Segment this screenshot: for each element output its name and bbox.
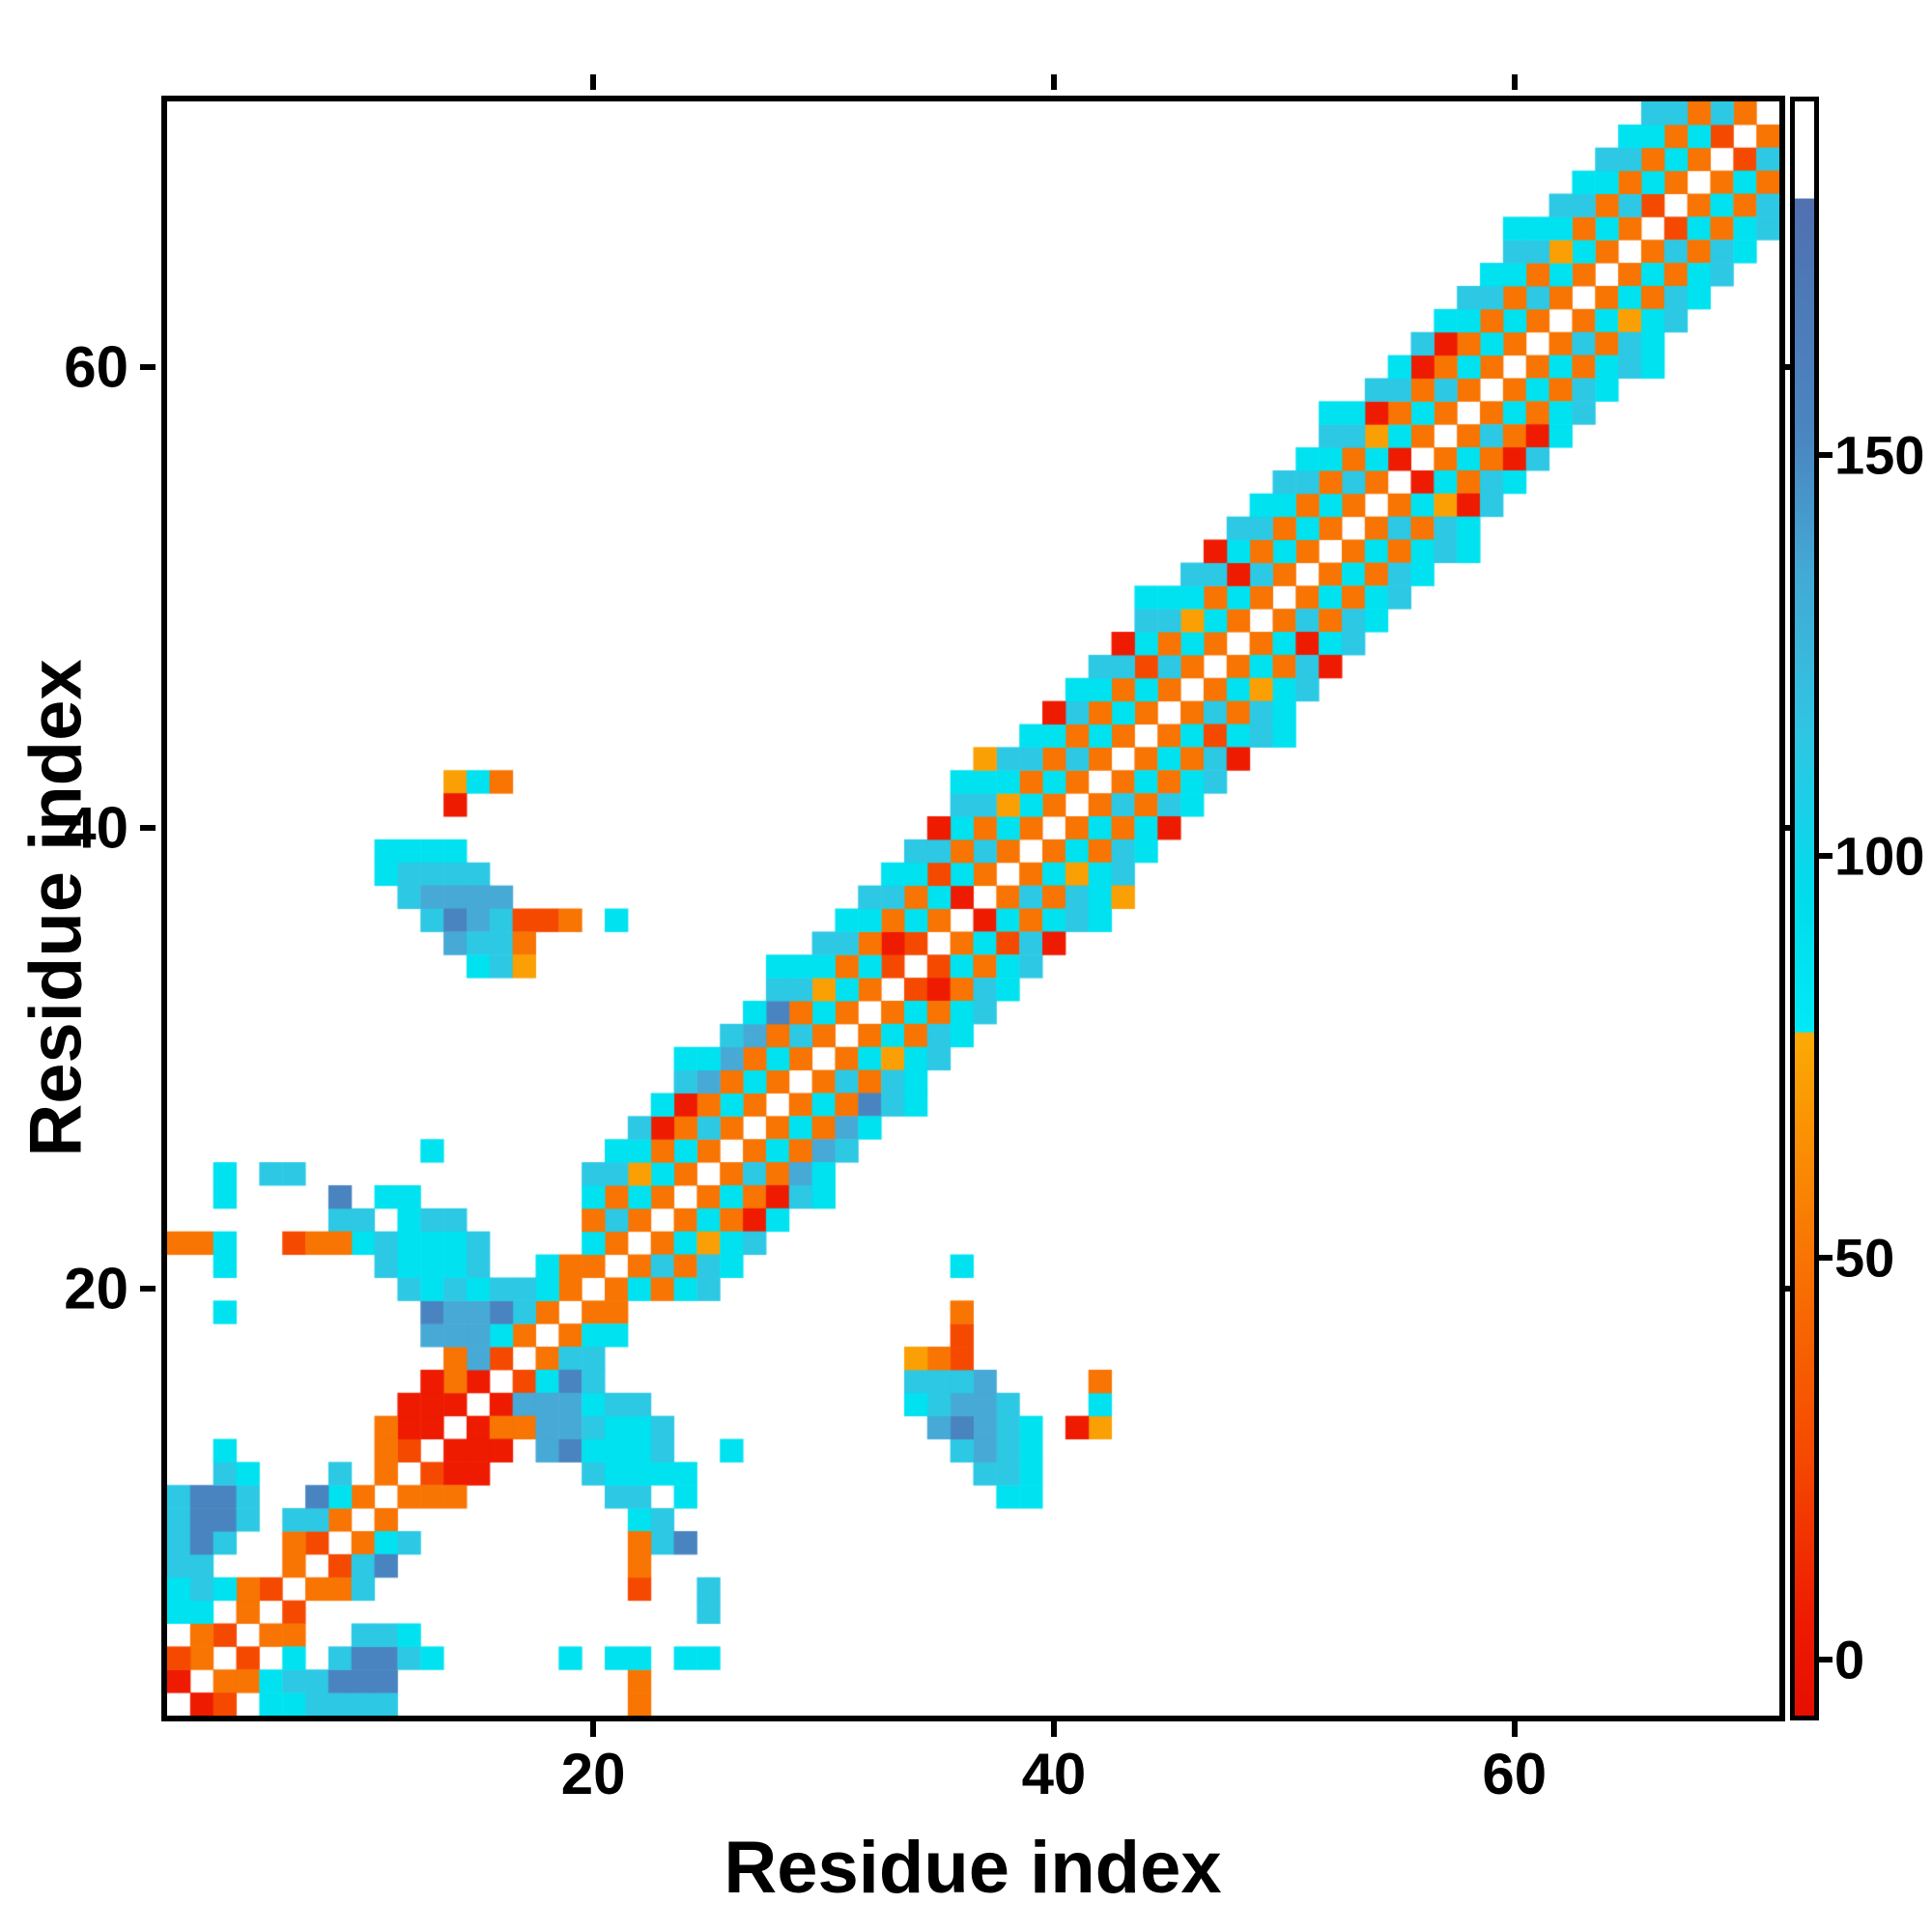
y-axis-title: Residue index bbox=[14, 659, 98, 1157]
y-tick bbox=[140, 363, 156, 370]
x-tick-top bbox=[1050, 74, 1057, 90]
heatmap-canvas bbox=[167, 101, 1779, 1716]
x-tick-top bbox=[1511, 74, 1518, 90]
colorbar-tick-label: 150 bbox=[1834, 424, 1925, 486]
y-tick-label: 40 bbox=[64, 795, 128, 861]
colorbar-tick-label: 50 bbox=[1834, 1227, 1895, 1289]
colorbar-tick bbox=[1819, 451, 1833, 458]
colorbar-tick-label: 100 bbox=[1834, 825, 1925, 887]
x-tick-label: 60 bbox=[1482, 1742, 1548, 1806]
x-tick bbox=[1050, 1721, 1057, 1737]
y-tick bbox=[140, 1286, 156, 1293]
x-tick-top bbox=[590, 74, 597, 90]
colorbar-tick bbox=[1819, 1255, 1833, 1262]
x-axis-title: Residue index bbox=[724, 1827, 1222, 1909]
x-tick bbox=[1511, 1721, 1518, 1737]
colorbar-tick-label: 0 bbox=[1834, 1629, 1865, 1690]
plot-area bbox=[161, 96, 1785, 1721]
colorbar-tick bbox=[1819, 853, 1833, 860]
x-tick-label: 20 bbox=[560, 1742, 626, 1806]
x-tick-label: 40 bbox=[1021, 1742, 1087, 1806]
y-tick-label: 60 bbox=[64, 334, 128, 400]
y-tick bbox=[140, 824, 156, 831]
y-tick-label: 20 bbox=[64, 1256, 128, 1321]
colorbar-tick bbox=[1819, 1656, 1833, 1662]
colorbar bbox=[1790, 97, 1819, 1720]
x-tick bbox=[590, 1721, 597, 1737]
colorbar-gradient bbox=[1795, 101, 1814, 1716]
